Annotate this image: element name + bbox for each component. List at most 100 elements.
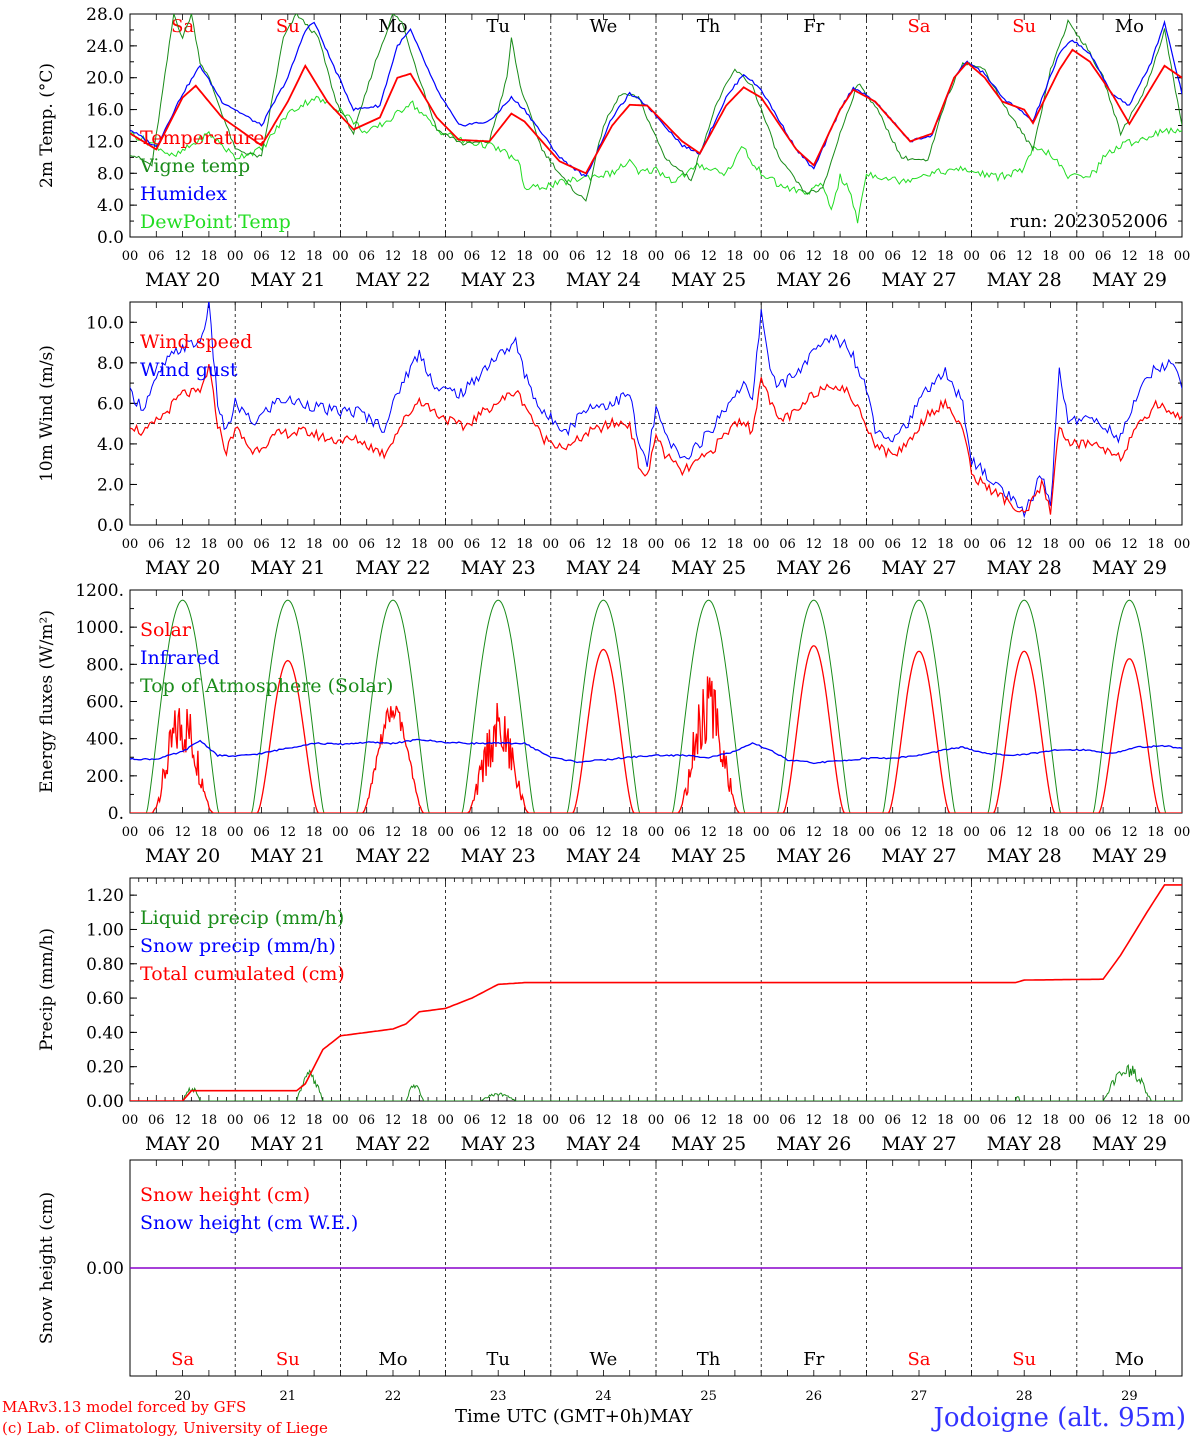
date-label: MAY 20 xyxy=(145,845,220,867)
hour-tick-label: 18 xyxy=(201,825,218,840)
hour-tick-label: 12 xyxy=(1121,249,1138,264)
hour-tick-label: 12 xyxy=(490,249,507,264)
y-tick-label: 400. xyxy=(86,730,124,750)
y-tick-label: 2.0 xyxy=(97,475,124,495)
series-line xyxy=(130,738,1182,765)
hour-tick-label: 06 xyxy=(253,249,270,264)
hour-tick-label: 18 xyxy=(832,537,849,552)
hour-tick-label: 12 xyxy=(595,825,612,840)
hour-tick-label: 00 xyxy=(437,537,454,552)
y-tick-label: 0.60 xyxy=(86,989,124,1009)
hour-tick-label: 06 xyxy=(779,1113,796,1128)
date-label: MAY 27 xyxy=(881,269,956,291)
hour-tick-label: 06 xyxy=(148,537,165,552)
hour-tick-label: 06 xyxy=(148,1113,165,1128)
hour-tick-label: 18 xyxy=(516,537,533,552)
date-label: MAY 20 xyxy=(145,557,220,579)
weekday-label: Th xyxy=(697,16,721,37)
date-label: MAY 20 xyxy=(145,269,220,291)
hour-tick-label: 00 xyxy=(227,825,244,840)
hour-tick-label: 18 xyxy=(832,249,849,264)
weekday-label: Fr xyxy=(803,16,824,37)
weekday-label: Tu xyxy=(486,1349,510,1370)
hour-tick-label: 06 xyxy=(464,249,481,264)
hour-tick-label: 12 xyxy=(280,249,297,264)
hour-tick-label: 18 xyxy=(621,1113,638,1128)
hour-tick-label: 00 xyxy=(543,537,560,552)
hour-tick-label: 06 xyxy=(779,537,796,552)
hour-tick-label: 00 xyxy=(753,1113,770,1128)
hour-tick-label: 00 xyxy=(332,1113,349,1128)
hour-tick-label: 18 xyxy=(411,537,428,552)
hour-tick-label: 06 xyxy=(148,249,165,264)
y-tick-label: 600. xyxy=(86,693,124,713)
weekday-label: We xyxy=(590,1349,618,1370)
hour-tick-label: 12 xyxy=(595,249,612,264)
hour-tick-label: 06 xyxy=(990,825,1007,840)
hour-tick-label: 06 xyxy=(990,1113,1007,1128)
panel-3: 0. 200. 400. 600. 800. 1000. 1200. Energy fluxe… xyxy=(37,581,1190,867)
hour-tick-label: 12 xyxy=(806,249,823,264)
weekday-label: Sa xyxy=(907,16,930,37)
date-label: MAY 27 xyxy=(881,557,956,579)
hour-tick-label: 00 xyxy=(648,249,665,264)
hour-tick-label: 06 xyxy=(358,537,375,552)
legend-entry: Snow height (cm W.E.) xyxy=(140,1212,358,1234)
hour-tick-label: 00 xyxy=(543,1113,560,1128)
hour-tick-label: 12 xyxy=(806,1113,823,1128)
y-tick-label: 800. xyxy=(86,655,124,675)
y-tick-label: 4.0 xyxy=(97,435,124,455)
y-tick-label: 8.0 xyxy=(97,354,124,374)
hour-tick-label: 00 xyxy=(227,249,244,264)
legend-entry: Solar xyxy=(140,619,192,641)
day-number-label: 29 xyxy=(1121,1389,1138,1404)
legend-entry: Top of Atmosphere (Solar) xyxy=(140,675,393,697)
weekday-label: Sa xyxy=(907,1349,930,1370)
series-line xyxy=(130,884,1182,1101)
date-label: MAY 28 xyxy=(987,269,1062,291)
panel-5: 0.00 Snow height (cm) Sa 20 Su 21 Mo 22 Tu 23 We 24… xyxy=(37,1159,1183,1404)
date-label: MAY 22 xyxy=(355,845,430,867)
hour-tick-label: 18 xyxy=(1147,249,1164,264)
y-axis-label: Snow height (cm) xyxy=(37,1192,57,1344)
weekday-label: Su xyxy=(1012,16,1036,37)
date-label: MAY 24 xyxy=(566,269,641,291)
hour-tick-label: 12 xyxy=(385,825,402,840)
y-tick-label: 0.80 xyxy=(86,955,124,975)
hour-tick-label: 00 xyxy=(227,537,244,552)
series-line xyxy=(130,95,1182,224)
hour-tick-label: 18 xyxy=(832,1113,849,1128)
hour-tick-label: 12 xyxy=(911,537,928,552)
hour-tick-label: 00 xyxy=(122,1113,139,1128)
x-axis-label: Time UTC (GMT+0h) xyxy=(455,1406,650,1427)
legend-entry: Snow precip (mm/h) xyxy=(140,935,336,957)
hour-tick-label: 12 xyxy=(385,1113,402,1128)
hour-tick-label: 06 xyxy=(569,249,586,264)
panel-1: 0.0 4.0 8.0 12.0 16.0 20.0 24.0 28.0 2m Temp. (°… xyxy=(37,5,1190,291)
date-label: MAY 26 xyxy=(776,845,851,867)
y-tick-label: 10.0 xyxy=(86,313,124,333)
hour-tick-label: 00 xyxy=(122,249,139,264)
hour-tick-label: 12 xyxy=(700,825,717,840)
hour-tick-label: 18 xyxy=(1042,249,1059,264)
hour-tick-label: 12 xyxy=(490,825,507,840)
hour-tick-label: 12 xyxy=(806,537,823,552)
date-label: MAY 25 xyxy=(671,845,746,867)
y-axis-label: Precip (mm/h) xyxy=(37,928,57,1051)
y-tick-label: 0.0 xyxy=(97,516,124,536)
solar-line xyxy=(130,645,1182,813)
legend-entry: Infrared xyxy=(140,647,220,669)
date-label: MAY 24 xyxy=(566,1133,641,1155)
hour-tick-label: 18 xyxy=(306,825,323,840)
model-credit: MARv3.13 model forced by GFS xyxy=(2,1398,247,1416)
hour-tick-label: 12 xyxy=(1016,249,1033,264)
hour-tick-label: 12 xyxy=(1121,537,1138,552)
y-axis-label: 2m Temp. (°C) xyxy=(37,63,57,188)
hour-tick-label: 06 xyxy=(674,825,691,840)
hour-tick-label: 18 xyxy=(832,825,849,840)
hour-tick-label: 00 xyxy=(753,825,770,840)
hour-tick-label: 06 xyxy=(1095,1113,1112,1128)
hour-tick-label: 00 xyxy=(753,537,770,552)
hour-tick-label: 12 xyxy=(490,537,507,552)
y-tick-label: 1.20 xyxy=(86,886,124,906)
